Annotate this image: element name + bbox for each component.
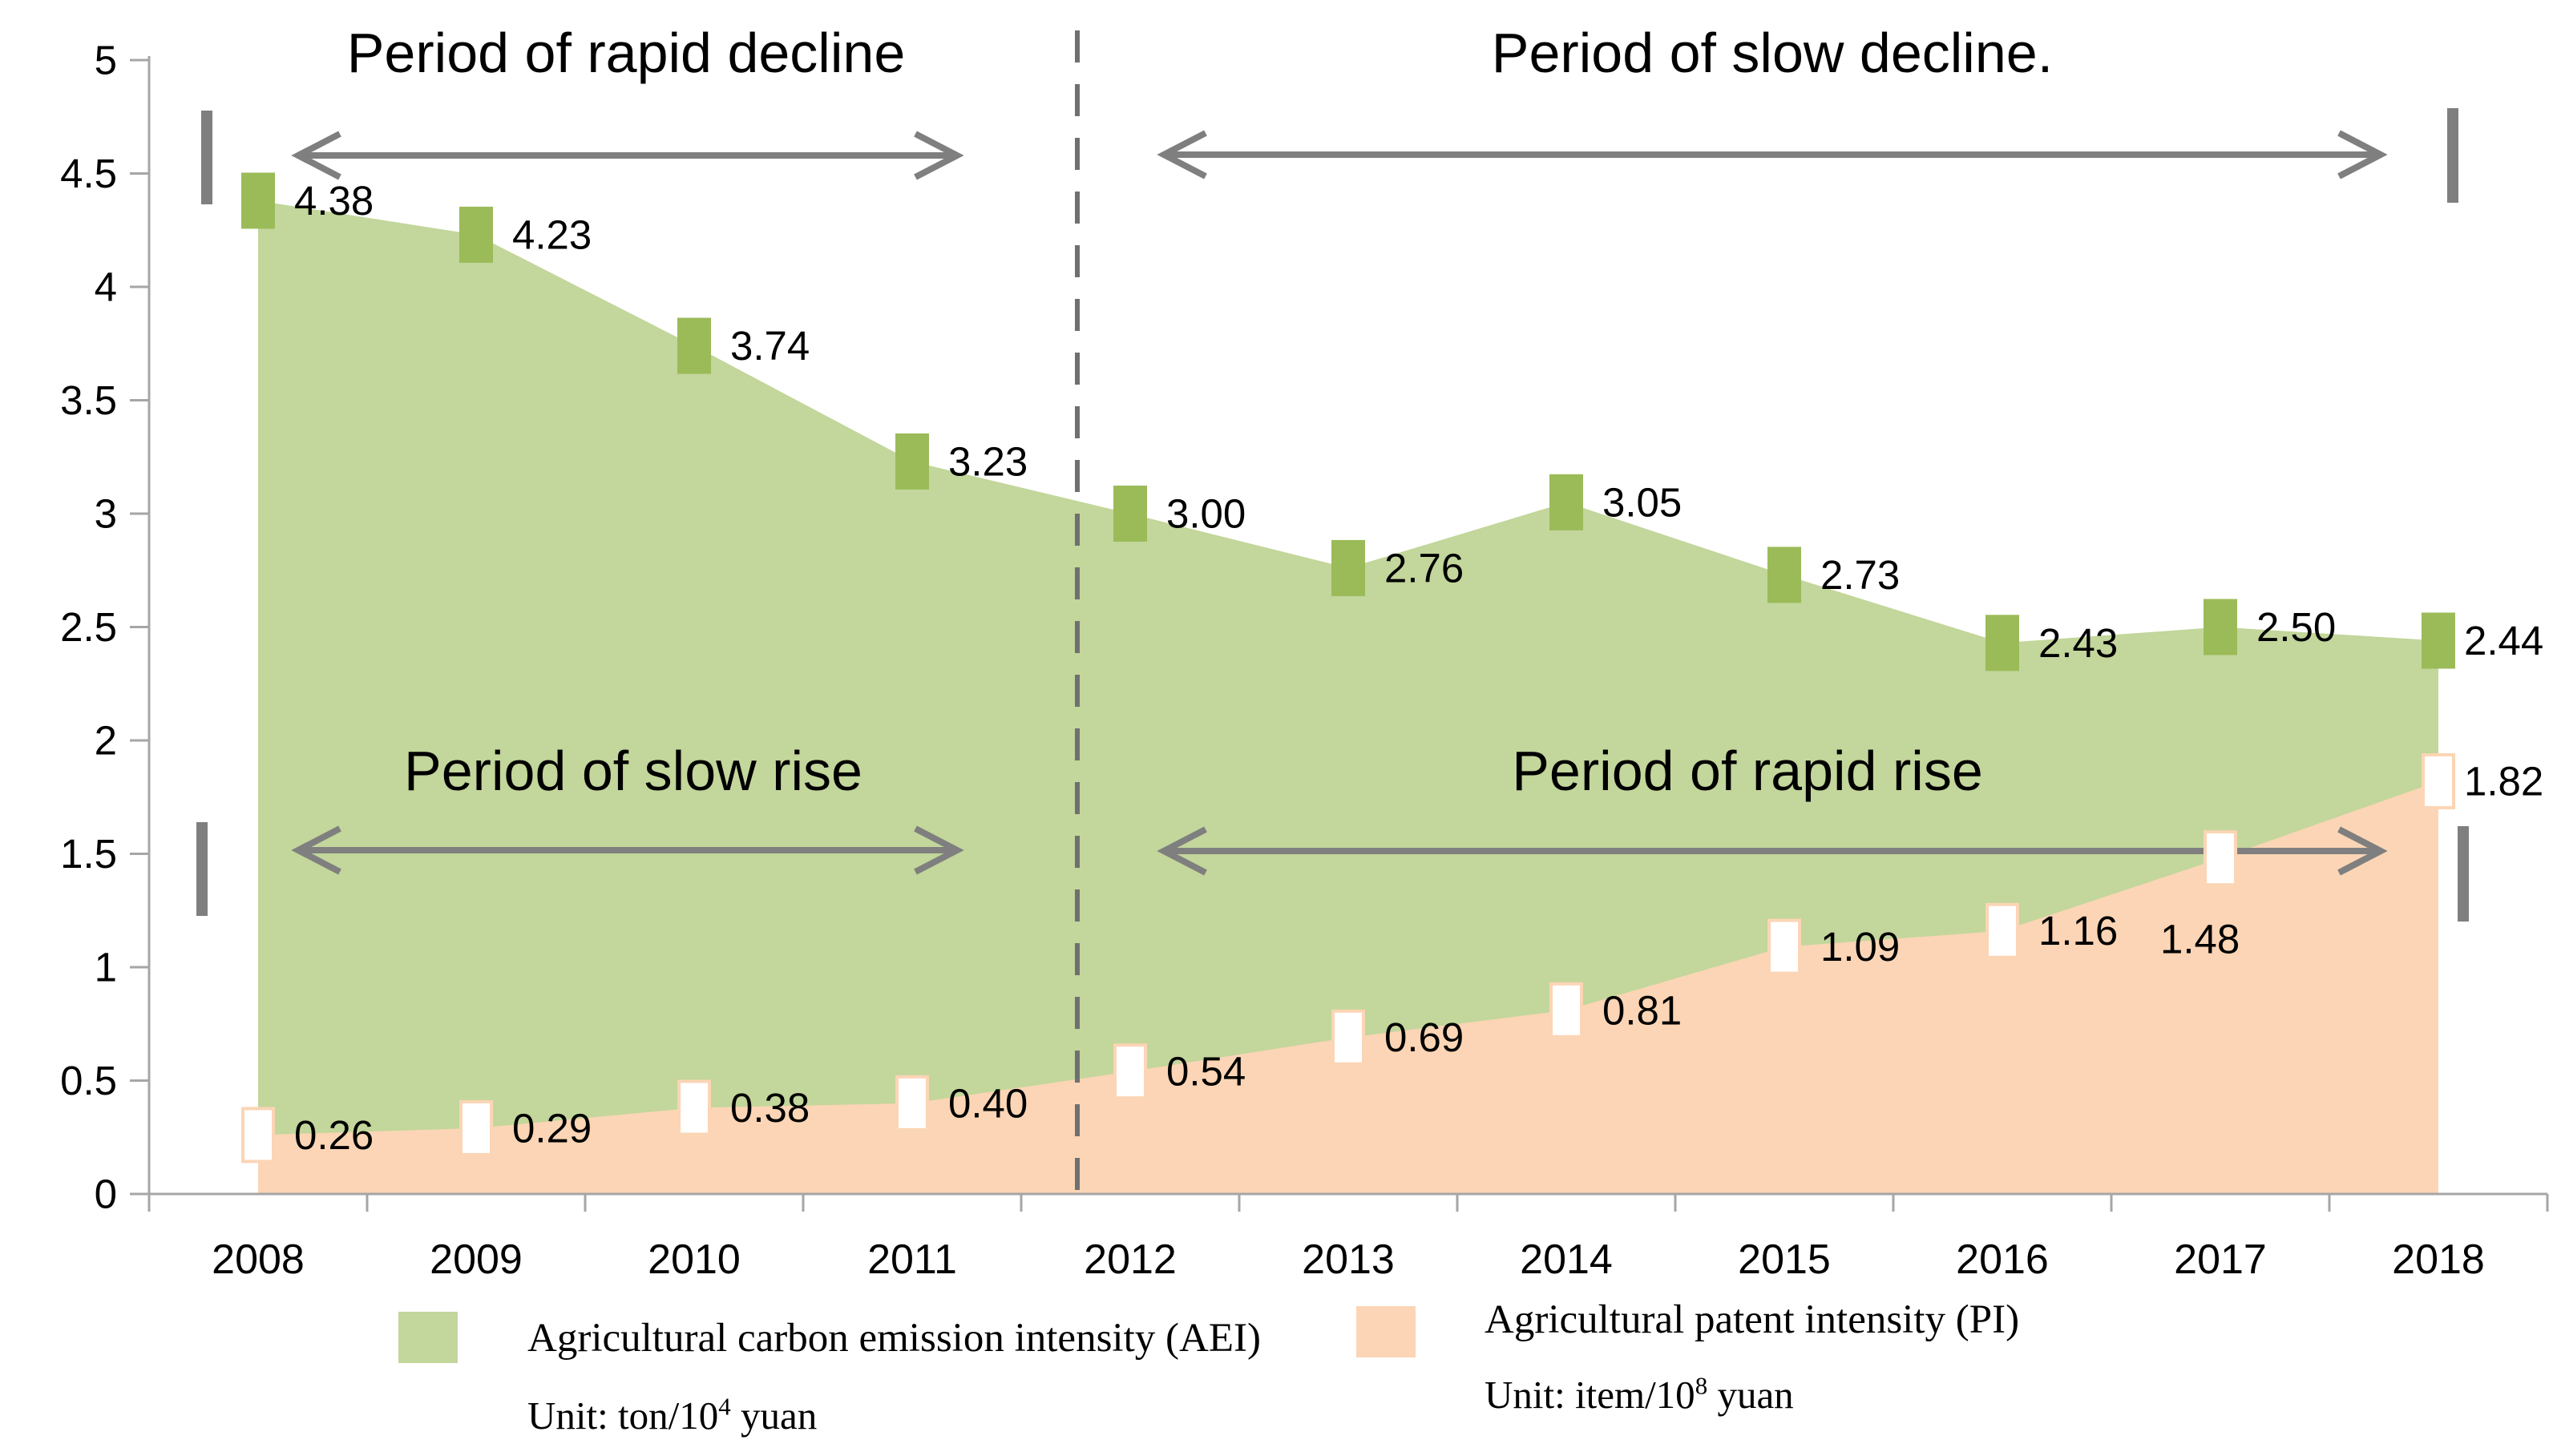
x-axis-label: 2017: [2174, 1236, 2267, 1283]
legend-swatch-pi: [1356, 1306, 1416, 1357]
arrow-head-left-icon: [291, 825, 341, 875]
arrow-head-right-icon: [914, 825, 964, 875]
y-axis-label: 5: [95, 38, 117, 83]
legend-unit-pi-suffix: yuan: [1707, 1373, 1794, 1417]
aei-marker: [459, 206, 493, 263]
x-axis-label: 2018: [2392, 1236, 2485, 1283]
arrow-head-left-icon: [1157, 130, 1207, 179]
legend-unit-aei: Unit: ton/104 yuan: [527, 1393, 817, 1438]
legend-swatch-aei: [398, 1312, 458, 1363]
data-label: 3.74: [730, 323, 810, 369]
y-axis-label: 0.5: [60, 1058, 117, 1103]
pi-marker: [1767, 918, 1801, 975]
data-label: 0.26: [294, 1112, 374, 1158]
y-axis-label: 2: [95, 718, 117, 764]
aei-marker: [2422, 612, 2455, 669]
legend-unit-aei-sup: 4: [718, 1392, 731, 1421]
y-axis-label: 3.5: [60, 377, 117, 423]
data-label: 0.38: [730, 1085, 810, 1131]
aei-marker: [1985, 615, 2019, 672]
arrow-head-right-icon: [914, 131, 964, 180]
y-axis-label: 4.5: [60, 151, 117, 196]
data-label: 2.43: [2038, 620, 2118, 666]
x-axis-label: 2013: [1302, 1236, 1395, 1283]
data-label: 1.82: [2464, 758, 2543, 804]
y-axis-label: 1: [95, 945, 117, 990]
arrow-head-left-icon: [1157, 826, 1207, 876]
x-axis-label: 2011: [867, 1236, 957, 1283]
arrow-head-left-icon: [291, 131, 341, 180]
data-label: 4.23: [512, 212, 592, 257]
pi-marker: [2422, 752, 2455, 809]
arrow-head-right-icon: [2337, 826, 2388, 876]
x-axis-label: 2009: [430, 1236, 523, 1283]
pi-marker: [241, 1107, 275, 1164]
data-label: 3.23: [948, 438, 1028, 484]
x-axis-label: 2012: [1084, 1236, 1177, 1283]
data-label: 0.69: [1384, 1014, 1464, 1060]
data-label: 0.54: [1166, 1049, 1246, 1095]
data-label: 1.16: [2038, 908, 2118, 954]
aei-marker: [895, 433, 929, 490]
legend-unit-aei-suffix: yuan: [730, 1393, 818, 1438]
pi-marker: [1113, 1043, 1147, 1100]
pi-marker: [459, 1099, 493, 1156]
legend-unit-pi: Unit: item/108 yuan: [1485, 1372, 1794, 1418]
legend-unit-pi-prefix: Unit: item/10: [1485, 1373, 1695, 1417]
aei-marker: [1549, 474, 1583, 530]
x-axis-label: 2014: [1520, 1236, 1613, 1283]
period-annotation: Period of slow decline.: [1492, 22, 2053, 84]
aei-marker: [1767, 547, 1801, 603]
pi-marker: [895, 1075, 929, 1131]
data-label: 2.50: [2256, 604, 2336, 650]
pi-area: [258, 780, 2438, 1194]
pi-marker: [677, 1079, 711, 1136]
x-axis-label: 2010: [648, 1236, 741, 1283]
period-annotation: Period of rapid decline: [347, 22, 906, 84]
legend-unit-pi-sup: 8: [1695, 1371, 1708, 1400]
data-label: 2.44: [2464, 618, 2543, 663]
data-label: 0.40: [948, 1080, 1028, 1126]
legend-label-pi: Agricultural patent intensity (PI): [1485, 1297, 2020, 1342]
data-label: 3.00: [1166, 491, 1246, 537]
data-label: 0.29: [512, 1105, 592, 1151]
data-label: 0.81: [1602, 987, 1682, 1033]
y-axis-label: 2.5: [60, 604, 117, 650]
aei-marker: [241, 172, 275, 229]
arrow-head-right-icon: [2337, 130, 2388, 179]
pi-marker: [1331, 1009, 1365, 1066]
data-label: 2.73: [1820, 552, 1900, 598]
y-axis-label: 4: [95, 264, 117, 310]
x-axis-label: 2016: [1956, 1236, 2049, 1283]
y-axis-label: 3: [95, 491, 117, 537]
aei-marker: [1113, 486, 1147, 542]
data-label: 3.05: [1602, 479, 1682, 525]
pi-marker: [1985, 902, 2019, 959]
data-label: 1.48: [2160, 917, 2240, 962]
y-axis-label: 0: [95, 1172, 117, 1217]
legend-unit-aei-prefix: Unit: ton/10: [527, 1393, 719, 1438]
pi-marker: [2204, 830, 2237, 887]
data-label: 4.38: [294, 178, 374, 224]
aei-marker: [2204, 599, 2237, 655]
y-axis-label: 1.5: [60, 831, 117, 877]
x-axis-label: 2008: [212, 1236, 305, 1283]
period-annotation: Period of slow rise: [404, 740, 862, 802]
pi-marker: [1549, 982, 1583, 1039]
aei-marker: [1331, 539, 1365, 596]
legend-label-aei: Agricultural carbon emission intensity (…: [527, 1316, 1261, 1361]
aei-marker: [677, 317, 711, 374]
x-axis-label: 2015: [1738, 1236, 1831, 1283]
period-annotation: Period of rapid rise: [1512, 740, 1983, 802]
data-label: 1.09: [1820, 924, 1900, 970]
data-label: 2.76: [1384, 545, 1464, 591]
